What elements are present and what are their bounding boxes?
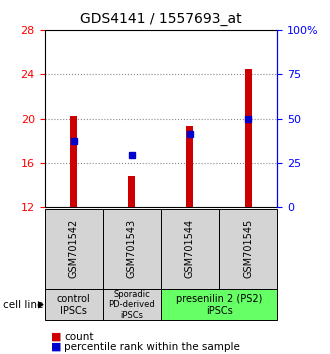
Text: GSM701542: GSM701542 [69,219,79,278]
Text: cell line: cell line [3,300,44,310]
Text: count: count [64,332,94,342]
Text: control
IPSCs: control IPSCs [57,294,90,316]
Bar [45,289,103,320]
Text: ■: ■ [51,332,62,342]
Bar [103,209,161,289]
Text: GSM701545: GSM701545 [243,219,253,278]
Text: presenilin 2 (PS2)
iPSCs: presenilin 2 (PS2) iPSCs [176,294,262,316]
Bar [128,176,135,207]
Bar [186,126,193,207]
Text: ■: ■ [51,342,62,352]
Polygon shape [38,301,44,309]
Title: GDS4141 / 1557693_at: GDS4141 / 1557693_at [80,12,242,26]
Bar [245,69,251,207]
Bar [161,289,277,320]
Bar [45,209,103,289]
Text: GSM701544: GSM701544 [185,219,195,278]
Bar [219,209,277,289]
Bar [103,289,161,320]
Text: GSM701543: GSM701543 [127,219,137,278]
Text: Sporadic
PD-derived
iPSCs: Sporadic PD-derived iPSCs [109,290,155,320]
Text: percentile rank within the sample: percentile rank within the sample [64,342,240,352]
Bar [161,209,219,289]
Bar [70,116,77,207]
